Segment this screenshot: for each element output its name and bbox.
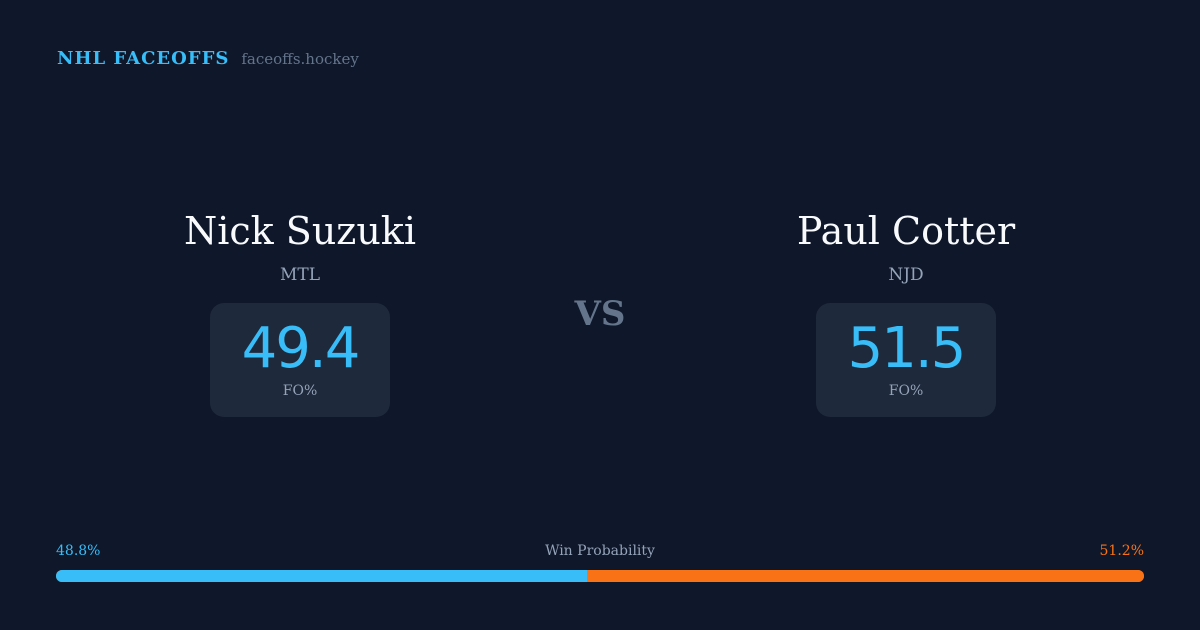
faceoff-label: FO% xyxy=(282,383,318,399)
versus-label: VS xyxy=(574,294,626,334)
win-probability-right: 51.2% xyxy=(1099,543,1144,559)
player-name: Paul Cotter xyxy=(796,209,1016,253)
faceoff-stat-box: 51.5 FO% xyxy=(815,303,997,417)
faceoff-label: FO% xyxy=(888,383,924,399)
win-probability-labels: 48.8% Win Probability 51.2% xyxy=(56,543,1144,559)
brand-header: NHL FACEOFFS faceoffs.hockey xyxy=(57,48,359,69)
win-probability-bar-right xyxy=(586,570,1144,582)
brand-site: faceoffs.hockey xyxy=(241,50,359,68)
player-card-right: Paul Cotter NJD 51.5 FO% xyxy=(696,205,1116,417)
faceoff-stat-box: 49.4 FO% xyxy=(209,303,391,417)
win-probability-title: Win Probability xyxy=(545,543,655,559)
faceoff-percentage: 51.5 xyxy=(847,316,967,381)
player-card-left: Nick Suzuki MTL 49.4 FO% xyxy=(90,205,510,417)
player-team: NJD xyxy=(888,265,924,285)
faceoff-percentage: 49.4 xyxy=(241,316,361,381)
player-team: MTL xyxy=(279,265,321,285)
win-probability-left: 48.8% xyxy=(56,543,101,559)
win-probability-bar-left xyxy=(56,570,587,582)
win-probability-bar xyxy=(56,570,1144,582)
brand-name: NHL FACEOFFS xyxy=(57,48,230,69)
player-name: Nick Suzuki xyxy=(184,209,416,253)
